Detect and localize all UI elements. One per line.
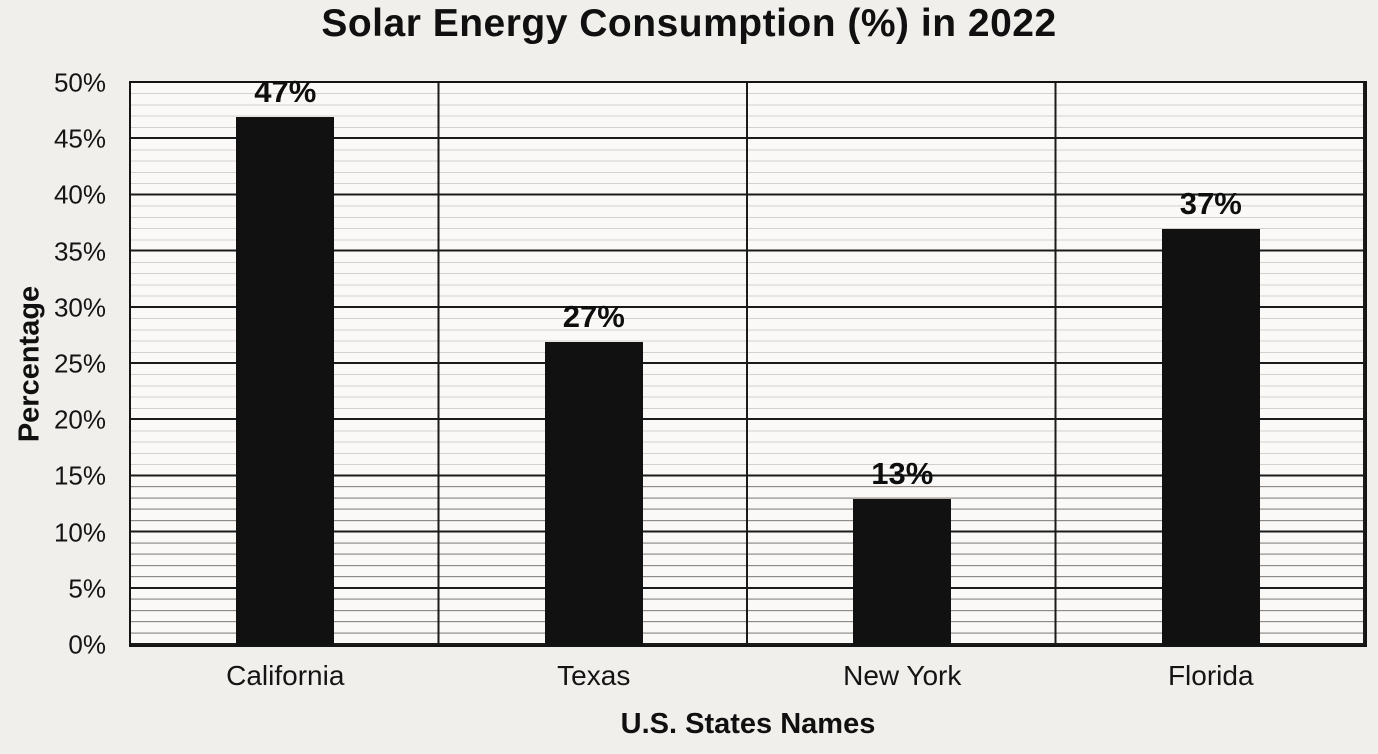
plot-area: 47% 27% 13% 37% xyxy=(129,74,1367,647)
bar-texas xyxy=(544,341,643,645)
bar-column-texas: 27% xyxy=(440,83,749,645)
bar-new-york xyxy=(853,498,952,645)
y-tick-label: 40% xyxy=(53,179,106,210)
x-tick-label-california: California xyxy=(226,660,345,691)
bar-column-florida: 37% xyxy=(1057,83,1366,645)
bar-value-label-new-york: 13% xyxy=(871,455,934,491)
bar-california xyxy=(236,116,335,645)
bar-value-label-florida: 37% xyxy=(1179,186,1242,222)
y-axis-tick-labels: 50% 45% 40% 35% 30% 25% 20% 15% 10% 5% 0% xyxy=(0,68,119,660)
y-tick-label: 15% xyxy=(53,460,106,491)
bar-value-label-texas: 27% xyxy=(562,298,625,334)
y-tick-label: 25% xyxy=(53,348,106,379)
y-tick-label: 35% xyxy=(53,236,106,267)
y-tick-label: 10% xyxy=(53,517,106,548)
bar-column-california: 47% xyxy=(131,74,440,645)
y-tick-label: 45% xyxy=(53,123,106,154)
x-tick-label-texas: Texas xyxy=(557,660,631,691)
y-tick-label: 20% xyxy=(53,404,106,435)
y-tick-label: 5% xyxy=(68,573,106,604)
x-axis-title: U.S. States Names xyxy=(620,708,876,740)
x-axis-tick-labels: California Texas New York Florida xyxy=(131,652,1365,692)
x-tick-label-florida: Florida xyxy=(1167,660,1254,691)
bar-column-new-york: 13% xyxy=(748,83,1057,645)
y-tick-label: 0% xyxy=(68,629,106,660)
bar-value-label-california: 47% xyxy=(254,73,317,109)
bar-florida xyxy=(1161,229,1260,645)
chart-title: Solar Energy Consumption (%) in 2022 xyxy=(321,2,1057,45)
y-tick-label: 30% xyxy=(53,292,106,323)
y-tick-label: 50% xyxy=(53,67,106,98)
x-tick-label-new-york: New York xyxy=(843,660,962,691)
